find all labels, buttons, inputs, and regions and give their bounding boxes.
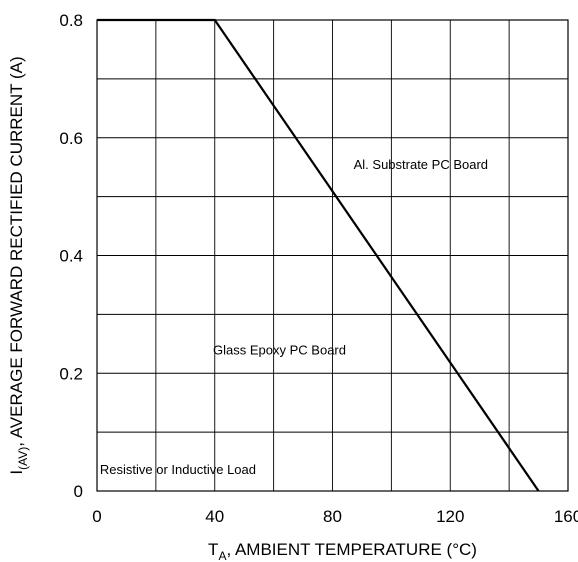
y-axis-title-sub: (AV) <box>16 447 30 470</box>
x-axis-title-main: T <box>208 540 218 559</box>
series-line-1 <box>97 18 540 492</box>
x-tick-label: 0 <box>92 507 101 526</box>
series-layer <box>97 18 540 492</box>
grid-lines <box>97 20 568 491</box>
annotation-label: Al. Substrate PC Board <box>354 157 488 172</box>
y-axis-title-rest: , AVERAGE FORWARD RECTIFIED CURRENT (A) <box>7 56 26 446</box>
y-tick-label: 0.8 <box>59 11 83 30</box>
plot-frame <box>96 19 569 492</box>
annotations: Al. Substrate PC Board Glass Epoxy PC Boa… <box>100 157 488 477</box>
x-axis-title-sub: A <box>218 549 226 562</box>
y-tick-label: 0 <box>74 482 83 501</box>
annotation-label: Resistive or Inductive Load <box>100 462 256 477</box>
x-axis-title-rest: , AMBIENT TEMPERATURE (°C) <box>226 540 477 559</box>
x-tick-label: 120 <box>436 507 464 526</box>
annotation-label: Glass Epoxy PC Board <box>213 343 346 358</box>
x-axis-title: TA, AMBIENT TEMPERATURE (°C) <box>208 540 477 562</box>
x-tick-labels: 0 40 80 120 160 <box>92 507 578 526</box>
y-tick-labels: 0 0.2 0.4 0.6 0.8 <box>59 11 83 501</box>
y-tick-label: 0.2 <box>59 364 83 383</box>
y-axis-title: I(AV), AVERAGE FORWARD RECTIFIED CURRENT… <box>7 56 30 474</box>
y-tick-label: 0.6 <box>59 129 83 148</box>
x-tick-label: 40 <box>205 507 224 526</box>
y-axis-title-main: I <box>7 470 26 475</box>
x-tick-label: 160 <box>554 507 578 526</box>
x-tick-label: 80 <box>323 507 342 526</box>
y-tick-label: 0.4 <box>59 247 83 266</box>
